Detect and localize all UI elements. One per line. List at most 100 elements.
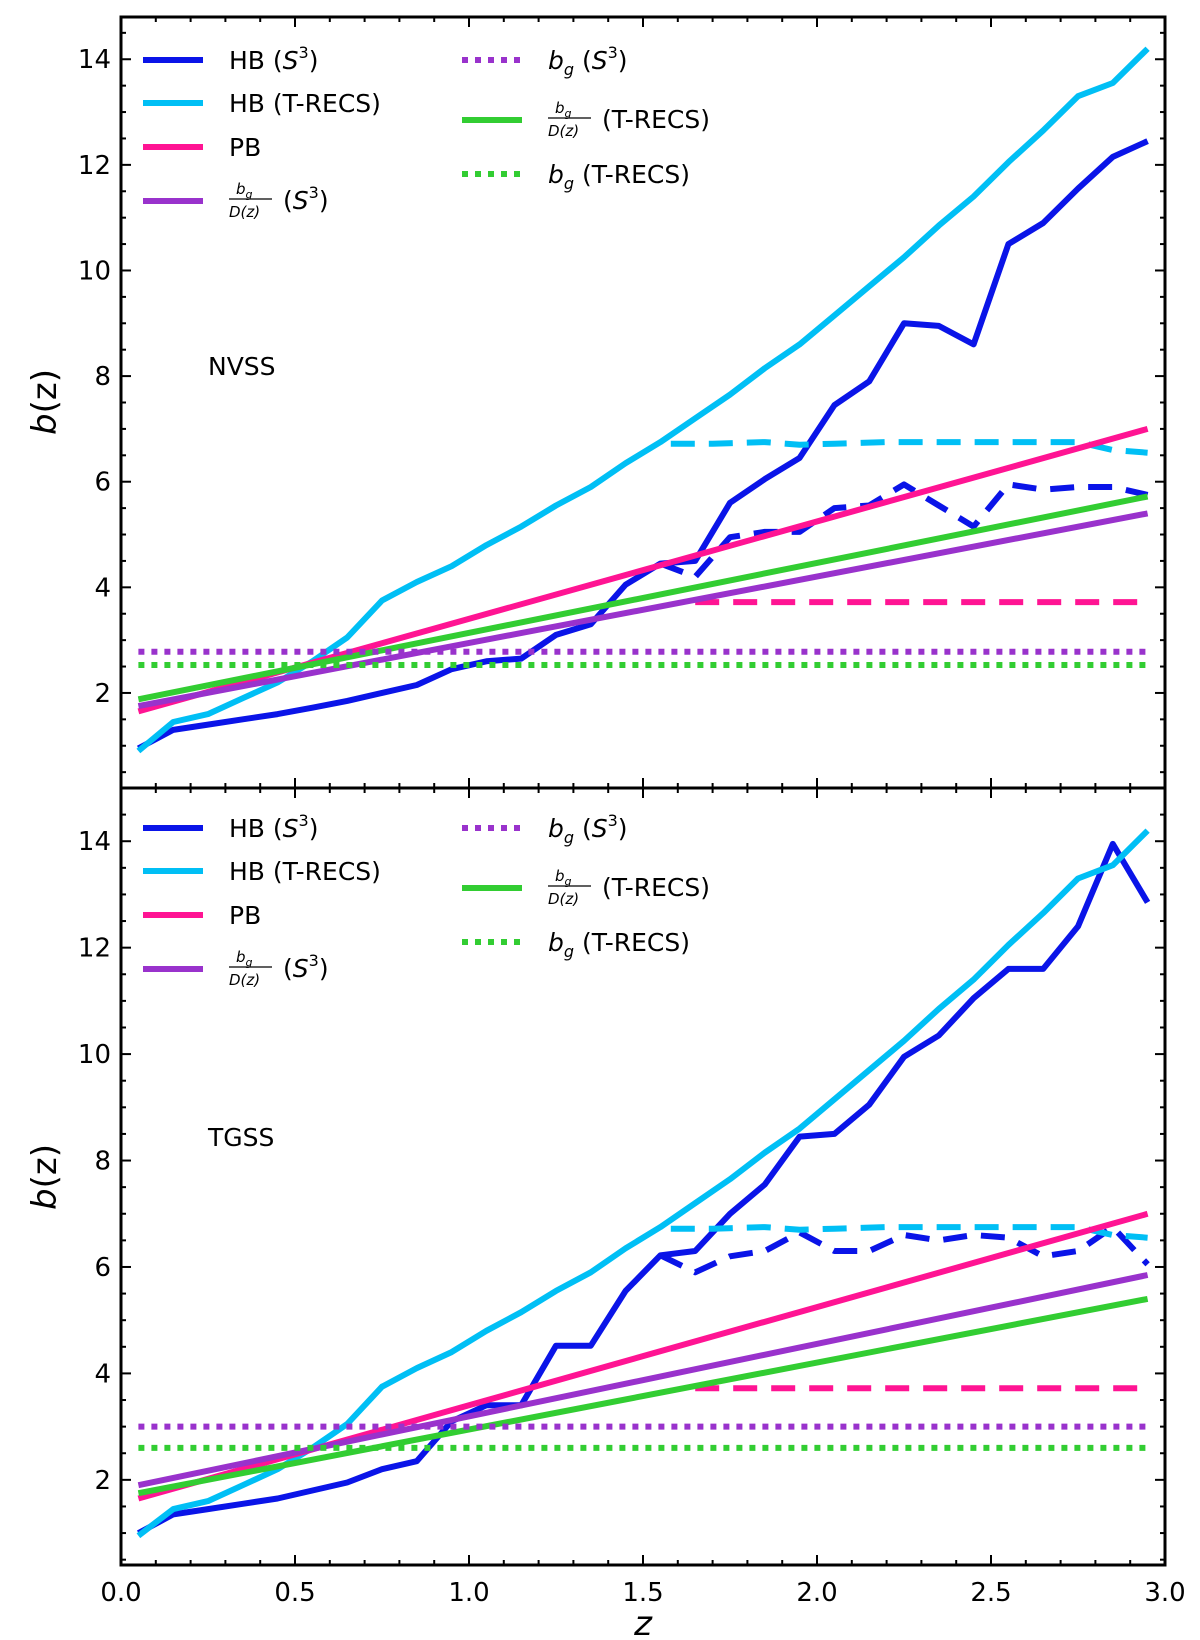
legend-label-pb: PB: [229, 901, 261, 930]
legend-bgd-s3-num: bg: [236, 180, 253, 201]
y-tick-label: 10: [78, 1040, 111, 1070]
legend-bgd-s3-den: D(z): [229, 971, 260, 989]
panel-nvss-series: [136, 46, 1150, 754]
legend-hb-s3-sup: 3: [299, 811, 309, 830]
y-tick-label: 14: [78, 45, 111, 75]
bg-var: b: [548, 928, 564, 957]
y-tick-label: 6: [94, 1253, 111, 1283]
y-tick-label: 10: [78, 256, 111, 286]
legend-label-bgd-trecs: bg D(z) (T-RECS): [548, 99, 710, 140]
panel-tgss-label: TGSS: [207, 1123, 274, 1152]
y-tick-label: 6: [94, 468, 111, 498]
legend-bgd-s3-paren: (S3): [283, 951, 329, 983]
bg-sup: 3: [608, 811, 618, 830]
legend-bgd-trecs-den: D(z): [548, 122, 579, 140]
legend-bgd-trecs-after: (T-RECS): [602, 105, 710, 134]
legend-label-bg-trecs: bg (T-RECS): [548, 928, 690, 961]
bg-sub: g: [564, 828, 574, 847]
legend-bgd-trecs-den: D(z): [548, 890, 579, 908]
legend-label-bg-trecs: bg (T-RECS): [548, 160, 690, 193]
legend-label-bgd-trecs: bg D(z) (T-RECS): [548, 867, 710, 908]
series-bg-d-z-t-recs--line: [137, 493, 1149, 703]
x-tick-label: 2.5: [970, 1578, 1011, 1608]
panel-tgss-ticks: 2 4 6 8 10 12 14 0.0 0.5 1.0 1.5 2.0 2.5 3.0: [78, 787, 1186, 1608]
bg-gap: [574, 160, 582, 189]
legend-hb-s3-var: S: [283, 814, 299, 843]
bg-after: (T-RECS): [582, 160, 690, 189]
legend-label-hb-trecs: HB (T-RECS): [229, 89, 381, 118]
y-tick-label: 8: [94, 362, 111, 392]
x-tick-label: 3.0: [1144, 1578, 1185, 1608]
bg-gap: [574, 928, 582, 957]
y-tick-label: 12: [78, 151, 111, 181]
bg-sub: g: [564, 174, 574, 193]
panel-nvss-label: NVSS: [208, 352, 276, 381]
frac-num-sub: g: [246, 188, 253, 201]
y-tick-label: 2: [94, 679, 111, 709]
x-tick-label: 0.0: [100, 1578, 141, 1608]
legend-label-hb-trecs: HB (T-RECS): [229, 857, 381, 886]
y-tick-label: 4: [94, 1359, 111, 1389]
paren-close: ): [319, 954, 329, 983]
paren-var: S: [293, 186, 309, 215]
panel-tgss-legend: HB (S3) HB (T-RECS) PB bg D(z) (S3) bg (…: [143, 811, 710, 989]
ylabel-var: b: [25, 1188, 65, 1210]
bg-after: (T-RECS): [582, 928, 690, 957]
y-tick-label: 8: [94, 1147, 111, 1177]
x-tick-label: 1.5: [622, 1578, 663, 1608]
bg-var: b: [548, 46, 564, 75]
legend-bgd-s3-den: D(z): [229, 203, 260, 221]
y-tick-label: 4: [94, 573, 111, 603]
paren-sup: 3: [309, 951, 319, 970]
bg-close: ): [618, 814, 628, 843]
legend-hb-s3-end: ): [309, 814, 319, 843]
series-hb-s-3-dashed-line: [659, 1224, 1150, 1276]
bg-gap: (: [574, 814, 592, 843]
legend-label-bgd-s3: bg D(z) (S3): [229, 180, 329, 221]
ylabel-var: b: [25, 413, 65, 435]
y-tick-label: 2: [94, 1466, 111, 1496]
frac-num: b: [236, 948, 246, 966]
series-hb-s-3--line: [136, 138, 1149, 752]
legend-bgd-trecs-num: bg: [555, 99, 572, 120]
panel-tgss-ylabel: b(z): [25, 1144, 65, 1210]
series-hb-s-3--line: [136, 840, 1151, 1536]
y-tick-label: 14: [78, 827, 111, 857]
series-bg-d-z-t-recs--line: [137, 1295, 1149, 1497]
bg-var: b: [548, 160, 564, 189]
panel-nvss-ylabel: b(z): [25, 369, 65, 435]
bg-sub: g: [564, 60, 574, 79]
legend-hb-s3-main: HB (: [229, 814, 283, 843]
panel-tgss-frame: [119, 786, 1167, 1567]
legend-label-bg-s3: bg (S3): [548, 43, 628, 79]
legend-label-hb-s3: HB (S3): [229, 43, 318, 75]
legend-hb-s3-sup: 3: [299, 43, 309, 62]
bg-var2: S: [592, 814, 608, 843]
paren-var: S: [293, 954, 309, 983]
panel-tgss-xlabel: z: [633, 1604, 653, 1640]
series-bg-d-z-s-3--line: [137, 1272, 1149, 1489]
x-tick-label: 2.0: [796, 1578, 837, 1608]
frac-num: b: [236, 180, 246, 198]
ylabel-arg: (z): [25, 369, 65, 413]
x-tick-label: 0.5: [274, 1578, 315, 1608]
frac-num-sub: g: [565, 875, 572, 888]
bg-sub: g: [564, 942, 574, 961]
paren-open: (: [283, 954, 293, 983]
legend-hb-s3-var: S: [283, 46, 299, 75]
legend-label-bgd-s3: bg D(z) (S3): [229, 948, 329, 989]
paren-close: ): [319, 186, 329, 215]
panel-tgss-series: [136, 828, 1151, 1539]
frac-num: b: [555, 867, 565, 885]
legend-bgd-trecs-after: (T-RECS): [602, 873, 710, 902]
legend-hb-s3-main: HB (: [229, 46, 283, 75]
x-tick-label: 1.0: [448, 1578, 489, 1608]
frac-num-sub: g: [246, 956, 253, 969]
frac-num-sub: g: [565, 107, 572, 120]
ylabel-arg: (z): [25, 1144, 65, 1188]
legend-label-hb-s3: HB (S3): [229, 811, 318, 843]
bg-close: ): [618, 46, 628, 75]
